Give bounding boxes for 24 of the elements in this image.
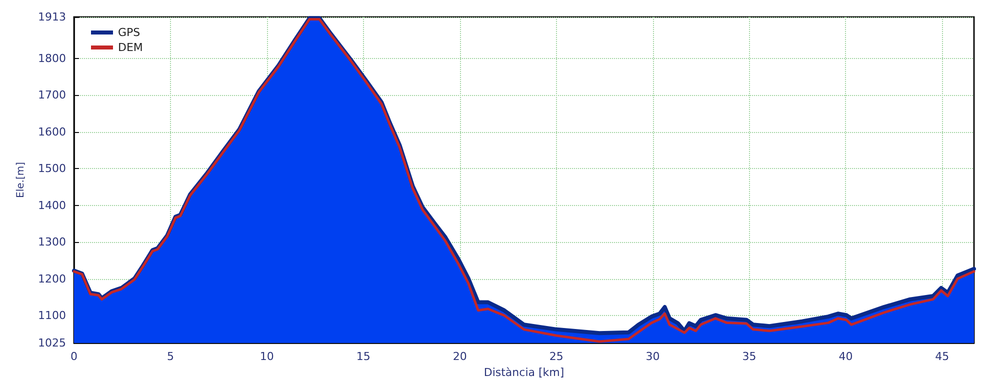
- x-tick-label: 20: [452, 350, 467, 363]
- x-tick-label: 25: [549, 350, 564, 363]
- y-tick-label: 1400: [38, 198, 66, 212]
- x-tick-label: 15: [356, 350, 370, 363]
- y-tick-label: 1600: [38, 125, 66, 138]
- x-tick-label: 30: [646, 350, 660, 363]
- y-tick-label: 1500: [38, 162, 66, 176]
- y-tick-label: 1300: [38, 236, 66, 249]
- x-axis-title: Distància [km]: [484, 366, 564, 379]
- y-tick-label: 1025: [38, 336, 66, 350]
- y-tick-label: 1700: [38, 88, 66, 102]
- x-tick-label: 0: [70, 350, 78, 363]
- legend-label: GPS: [118, 26, 140, 39]
- y-tick-label: 1100: [38, 308, 66, 322]
- x-tick-label: 10: [260, 350, 274, 363]
- y-tick-label: 1913: [38, 10, 66, 24]
- x-tick-label: 5: [166, 350, 174, 363]
- y-tick-label: 1200: [38, 272, 66, 286]
- x-tick-label: 45: [935, 350, 950, 363]
- y-axis-title: Ele.[m]: [16, 162, 26, 198]
- x-tick-label: 40: [838, 350, 853, 363]
- legend-label: DEM: [118, 41, 143, 54]
- y-tick-label: 1800: [38, 52, 66, 65]
- x-tick-label: 35: [742, 350, 756, 363]
